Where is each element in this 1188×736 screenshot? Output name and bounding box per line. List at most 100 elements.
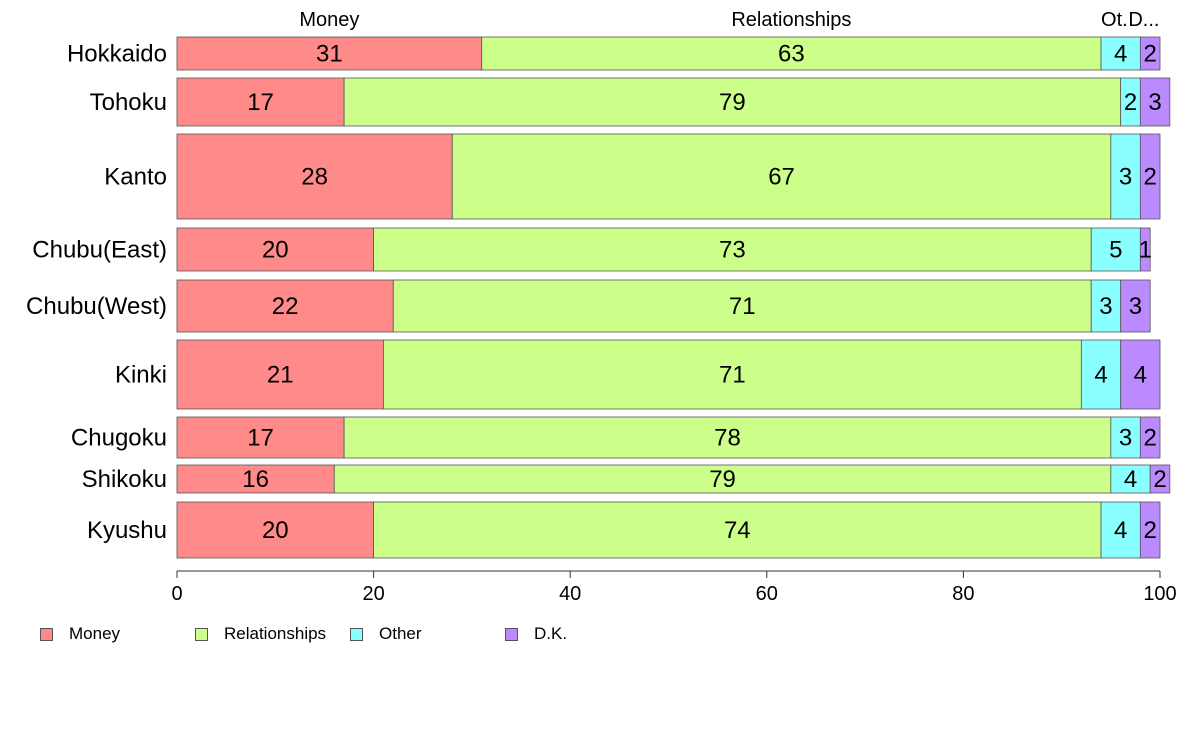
value-label-hokkaido-money: 31 xyxy=(316,41,343,68)
bar-chubu-west-money xyxy=(176,279,394,333)
bar-kanto-relationships xyxy=(451,133,1112,220)
bar-shikoku-other xyxy=(1110,464,1151,494)
legend-item-money: Money xyxy=(40,624,120,644)
top-series-label-other: Ot. xyxy=(1101,9,1128,31)
bar-kyushu-money xyxy=(176,501,375,559)
value-label-chubu-east-d-k: 1 xyxy=(1139,237,1152,264)
value-label-chubu-west-relationships: 71 xyxy=(729,293,756,320)
value-label-tohoku-other: 2 xyxy=(1124,89,1137,116)
legend-item-relationships: Relationships xyxy=(195,624,326,644)
bar-chubu-west-d-k xyxy=(1120,279,1151,333)
value-label-hokkaido-relationships: 63 xyxy=(778,41,805,68)
value-label-kyushu-other: 4 xyxy=(1114,517,1127,544)
top-series-label-d-k: D... xyxy=(1128,9,1159,31)
x-tick-label-60: 60 xyxy=(756,583,778,605)
legend-label-dk: D.K. xyxy=(534,624,568,643)
value-label-kyushu-d-k: 2 xyxy=(1143,517,1156,544)
legend-swatch-other xyxy=(350,627,363,641)
x-tick-label-80: 80 xyxy=(952,583,974,605)
bar-shikoku-relationships xyxy=(333,464,1112,494)
legend-label-money: Money xyxy=(69,624,121,643)
value-label-kinki-money: 21 xyxy=(267,362,294,389)
x-tick-label-100: 100 xyxy=(1143,583,1176,605)
category-label-kanto: Kanto xyxy=(104,164,167,191)
bar-kanto-money xyxy=(176,133,453,220)
bar-tohoku-relationships xyxy=(343,77,1122,127)
value-label-shikoku-d-k: 2 xyxy=(1153,466,1166,493)
top-series-label-money: Money xyxy=(299,9,359,31)
bar-kinki-relationships xyxy=(383,339,1082,410)
value-label-chubu-west-d-k: 3 xyxy=(1129,293,1142,320)
bar-hokkaido-d-k xyxy=(1139,36,1161,71)
bar-kinki-other xyxy=(1080,339,1122,410)
category-label-kinki: Kinki xyxy=(115,362,167,389)
bar-shikoku-money xyxy=(176,464,335,494)
value-label-shikoku-money: 16 xyxy=(242,466,269,493)
value-label-kyushu-relationships: 74 xyxy=(724,517,751,544)
value-label-tohoku-d-k: 3 xyxy=(1148,89,1161,116)
bar-hokkaido-other xyxy=(1100,36,1141,71)
legend-swatch-money xyxy=(40,627,53,641)
value-label-kinki-d-k: 4 xyxy=(1134,362,1147,389)
legend-swatch-dk xyxy=(505,627,518,641)
bar-kanto-other xyxy=(1110,133,1141,220)
bar-kanto-d-k xyxy=(1139,133,1161,220)
bar-kyushu-d-k xyxy=(1139,501,1161,559)
category-label-shikoku: Shikoku xyxy=(82,466,167,493)
value-label-tohoku-relationships: 79 xyxy=(719,89,746,116)
bar-tohoku-money xyxy=(176,77,345,127)
value-label-chubu-west-other: 3 xyxy=(1099,293,1112,320)
bar-hokkaido-relationships xyxy=(481,36,1102,71)
top-series-label-relationships: Relationships xyxy=(731,9,851,31)
legend-label-other: Other xyxy=(379,624,422,643)
value-label-kanto-other: 3 xyxy=(1119,164,1132,191)
category-label-tohoku: Tohoku xyxy=(90,89,167,116)
bar-chubu-east-money xyxy=(176,227,375,272)
category-label-kyushu: Kyushu xyxy=(87,517,167,544)
x-tick-label-20: 20 xyxy=(362,583,384,605)
value-label-kyushu-money: 20 xyxy=(262,517,289,544)
value-label-chubu-east-money: 20 xyxy=(262,237,289,264)
value-label-kanto-relationships: 67 xyxy=(768,164,795,191)
legend-item-other: Other xyxy=(350,624,422,644)
category-label-chubu-east: Chubu(East) xyxy=(32,237,167,264)
category-label-hokkaido: Hokkaido xyxy=(67,41,167,68)
value-label-chugoku-other: 3 xyxy=(1119,425,1132,452)
value-label-kinki-other: 4 xyxy=(1094,362,1107,389)
category-label-chugoku: Chugoku xyxy=(71,425,167,452)
value-label-hokkaido-d-k: 2 xyxy=(1143,41,1156,68)
bar-kinki-d-k xyxy=(1120,339,1161,410)
value-label-chugoku-relationships: 78 xyxy=(714,425,741,452)
x-tick-label-0: 0 xyxy=(171,583,182,605)
bar-chubu-east-relationships xyxy=(373,227,1092,272)
bar-chubu-west-relationships xyxy=(392,279,1092,333)
value-label-shikoku-relationships: 79 xyxy=(709,466,736,493)
value-label-kinki-relationships: 71 xyxy=(719,362,746,389)
value-label-chugoku-money: 17 xyxy=(247,425,274,452)
value-label-chugoku-d-k: 2 xyxy=(1143,425,1156,452)
value-label-chubu-east-relationships: 73 xyxy=(719,237,746,264)
value-label-tohoku-money: 17 xyxy=(247,89,274,116)
bar-chubu-east-d-k xyxy=(1139,227,1151,272)
bar-chugoku-d-k xyxy=(1139,416,1161,459)
legend-item-dk: D.K. xyxy=(505,624,567,644)
bar-hokkaido-money xyxy=(176,36,483,71)
bar-chubu-west-other xyxy=(1090,279,1122,333)
value-label-chubu-east-other: 5 xyxy=(1109,237,1122,264)
value-label-shikoku-other: 4 xyxy=(1124,466,1137,493)
category-label-chubu-west: Chubu(West) xyxy=(26,293,167,320)
bar-kyushu-other xyxy=(1100,501,1141,559)
bar-kyushu-relationships xyxy=(373,501,1102,559)
value-label-hokkaido-other: 4 xyxy=(1114,41,1127,68)
x-tick-label-40: 40 xyxy=(559,583,581,605)
value-label-chubu-west-money: 22 xyxy=(272,293,299,320)
bar-tohoku-d-k xyxy=(1139,77,1171,127)
bar-chugoku-money xyxy=(176,416,345,459)
legend-label-relationships: Relationships xyxy=(224,624,327,643)
value-label-kanto-d-k: 2 xyxy=(1143,164,1156,191)
legend-swatch-relationships xyxy=(195,627,208,641)
value-label-kanto-money: 28 xyxy=(301,164,328,191)
bar-chugoku-relationships xyxy=(343,416,1112,459)
bar-shikoku-d-k xyxy=(1149,464,1171,494)
